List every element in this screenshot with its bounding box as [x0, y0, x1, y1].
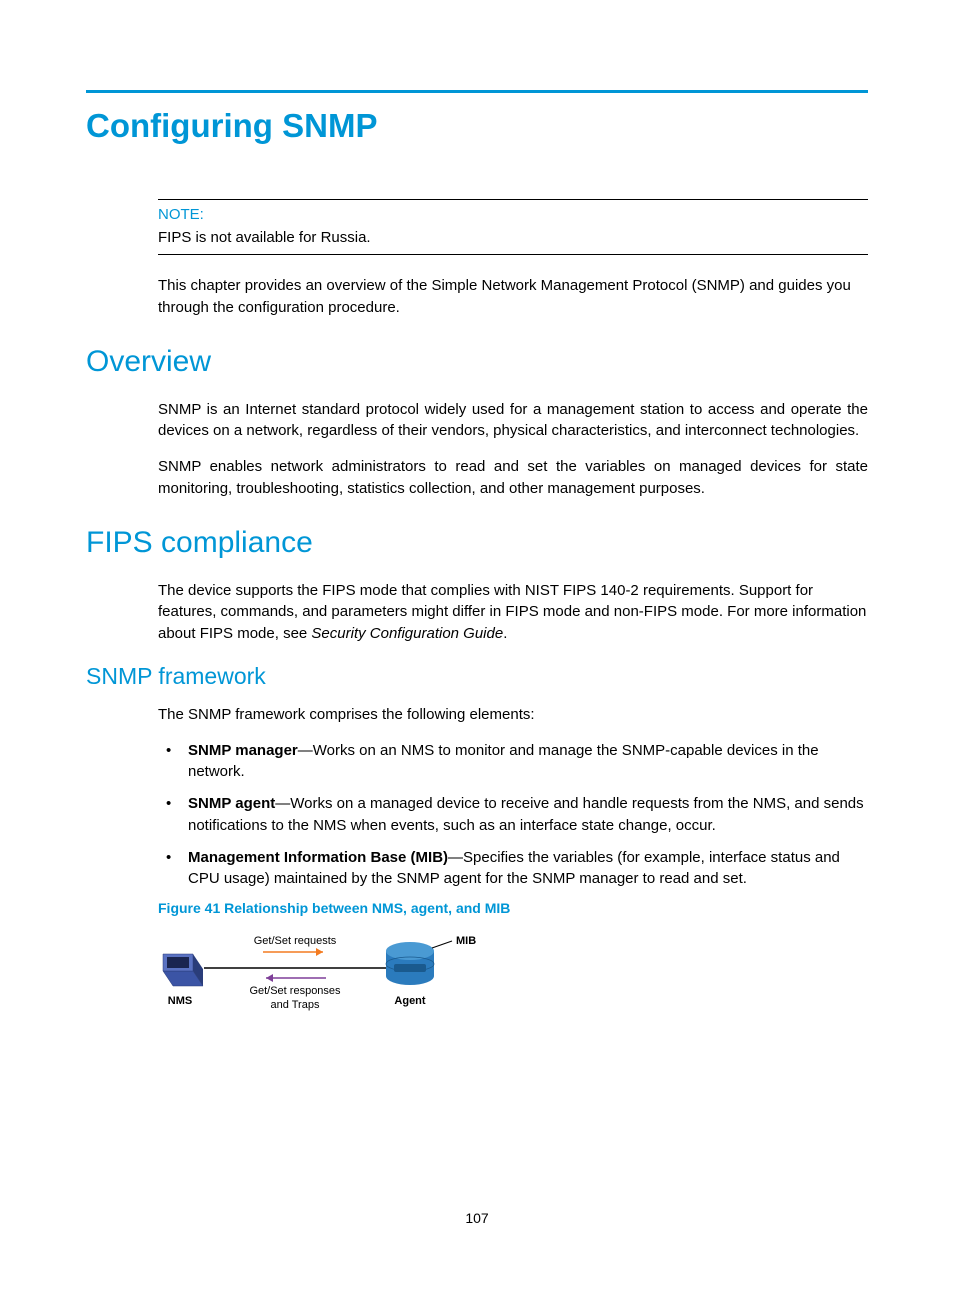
- framework-list: SNMP manager—Works on an NMS to monitor …: [158, 740, 868, 891]
- page-number: 107: [0, 1210, 954, 1226]
- term: SNMP agent: [188, 795, 275, 812]
- overview-p2: SNMP enables network administrators to r…: [158, 456, 868, 500]
- heading-fips: FIPS compliance: [86, 526, 868, 560]
- fips-p1-a: The device supports the FIPS mode that c…: [158, 582, 866, 643]
- list-item: SNMP manager—Works on an NMS to monitor …: [158, 740, 868, 784]
- resp-label-2: and Traps: [271, 999, 320, 1011]
- desc: —Works on a managed device to receive an…: [188, 795, 864, 834]
- mib-label: MIB: [456, 935, 476, 947]
- overview-p1: SNMP is an Internet standard protocol wi…: [158, 399, 868, 443]
- fips-p1-end: .: [503, 625, 507, 642]
- agent-label: Agent: [394, 995, 426, 1007]
- req-label: Get/Set requests: [254, 935, 337, 947]
- note-text: FIPS is not available for Russia.: [158, 229, 868, 246]
- nms-icon: [163, 954, 203, 986]
- framework-intro: The SNMP framework comprises the followi…: [158, 704, 868, 726]
- figure-caption: Figure 41 Relationship between NMS, agen…: [158, 900, 868, 916]
- list-item: SNMP agent—Works on a managed device to …: [158, 793, 868, 837]
- top-rule: [86, 90, 868, 93]
- note-label: NOTE:: [158, 206, 868, 223]
- note-box: NOTE: FIPS is not available for Russia.: [158, 199, 868, 255]
- resp-label-1: Get/Set responses: [249, 985, 341, 997]
- heading-framework: SNMP framework: [86, 663, 868, 690]
- page-title: Configuring SNMP: [86, 107, 868, 145]
- heading-overview: Overview: [86, 345, 868, 379]
- intro-paragraph: This chapter provides an overview of the…: [158, 275, 868, 319]
- fips-p1: The device supports the FIPS mode that c…: [158, 580, 868, 645]
- figure-diagram: NMS Agent MIB Get/Set requests: [158, 926, 478, 1026]
- agent-mib-icon: [386, 942, 434, 985]
- list-item: Management Information Base (MIB)—Specif…: [158, 847, 868, 891]
- fips-p1-ref: Security Configuration Guide: [311, 625, 503, 642]
- nms-label: NMS: [168, 995, 192, 1007]
- term: Management Information Base (MIB): [188, 849, 448, 866]
- term: SNMP manager: [188, 742, 298, 759]
